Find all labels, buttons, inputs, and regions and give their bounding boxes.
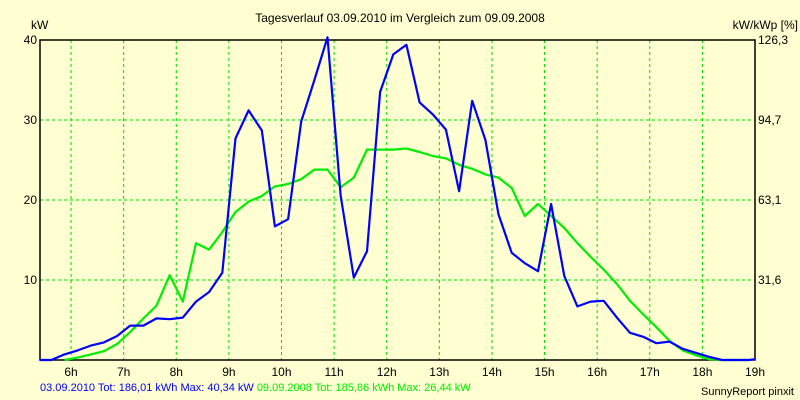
x-tick-label: 18h xyxy=(692,365,712,379)
x-tick-label: 12h xyxy=(377,365,397,379)
legend-entry-2010: 03.09.2010 Tot: 186,01 kWh Max: 40,34 kW xyxy=(40,382,254,394)
y-tick-label-left: 40 xyxy=(24,33,38,47)
x-tick-label: 14h xyxy=(482,365,502,379)
y-axis-label-left: kW xyxy=(31,18,49,32)
y-axis-label-right: kW/kWp [%] xyxy=(732,18,798,32)
y-tick-label-right: 94,7 xyxy=(758,113,782,127)
y-tick-label-left: 20 xyxy=(24,193,38,207)
x-tick-label: 6h xyxy=(64,365,77,379)
y-tick-label-right: 126,3 xyxy=(758,33,788,47)
x-tick-label: 13h xyxy=(429,365,449,379)
x-tick-label: 9h xyxy=(222,365,235,379)
x-tick-label: 15h xyxy=(535,365,555,379)
x-tick-label: 16h xyxy=(587,365,607,379)
series-line-03.09.2010 xyxy=(40,36,756,362)
y-tick-label-left: 10 xyxy=(24,273,38,287)
series-line-09.09.2008 xyxy=(64,147,749,362)
x-tick-label: 7h xyxy=(117,365,130,379)
x-tick-label: 11h xyxy=(325,365,344,379)
legend-entry-2008: 09.09.2008 Tot: 185,86 kWh Max: 26,44 kW xyxy=(256,382,471,394)
x-tick-label: 8h xyxy=(170,365,183,379)
plot-frame xyxy=(39,39,756,361)
y-tick-label-right: 63,1 xyxy=(758,193,782,207)
y-tick-label-left: 30 xyxy=(24,113,38,127)
x-tick-label: 17h xyxy=(640,365,660,379)
x-tick-label: 19h xyxy=(745,365,765,379)
chart-title: Tagesverlauf 03.09.2010 im Vergleich zum… xyxy=(255,11,545,25)
x-tick-label: 10h xyxy=(271,365,291,379)
credit-text: SunnyReport pinxit xyxy=(701,386,794,398)
y-tick-label-right: 31,6 xyxy=(758,273,782,287)
legend: 03.09.2010 Tot: 186,01 kWh Max: 40,34 kW… xyxy=(40,382,471,394)
